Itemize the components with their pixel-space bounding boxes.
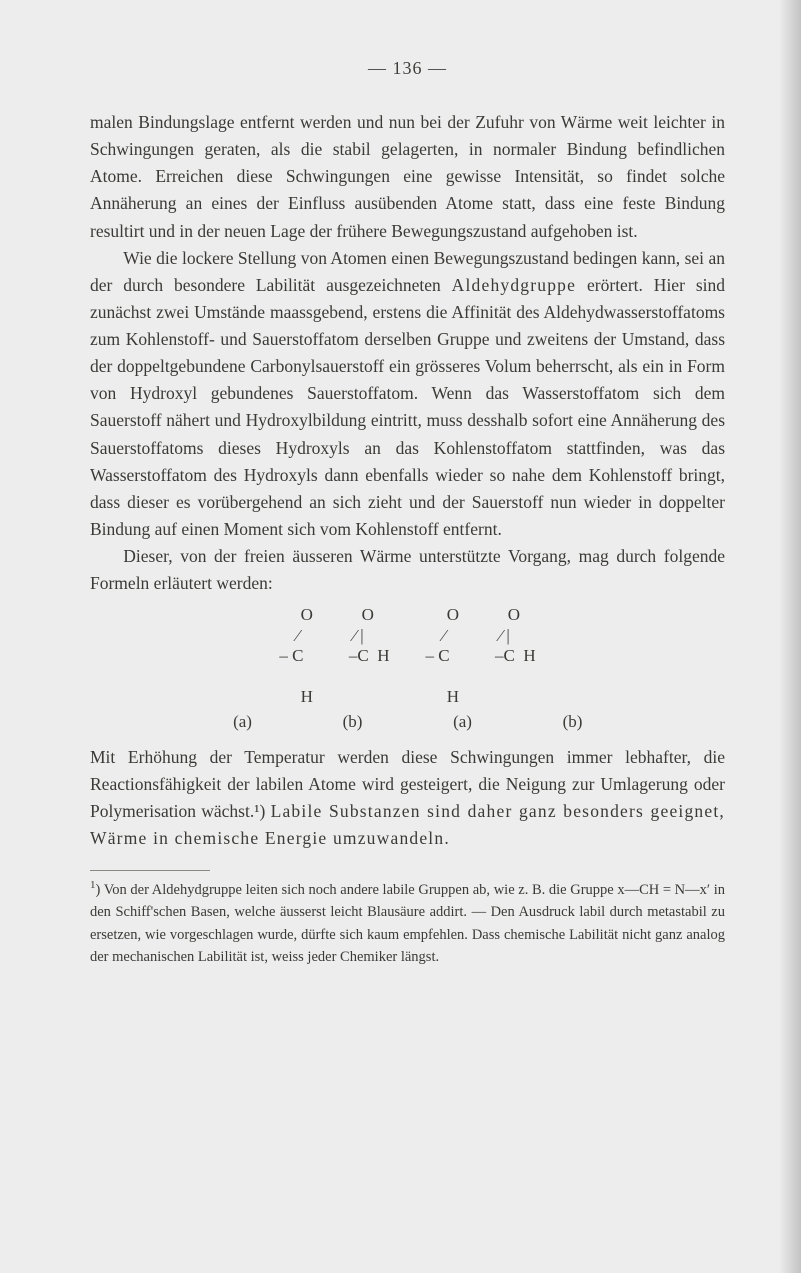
para2-spaced-term: Aldehydgruppe [452, 275, 576, 295]
paragraph-1: malen Bindungslage entfernt werden und n… [90, 109, 725, 245]
formula-label-a1: (a) [188, 709, 298, 735]
formula-label-a2: (a) [408, 709, 518, 735]
formula-label-b1: (b) [298, 709, 408, 735]
formula-col-a2: O ⁄ – C ⃥ H [408, 605, 478, 707]
body-text: malen Bindungslage entfernt werden und n… [90, 109, 725, 852]
formula-label-b2: (b) [518, 709, 628, 735]
formula-col-b2: O ⁄ | –C H [477, 605, 554, 707]
paragraph-2: Wie die lockere Stellung von Atomen eine… [90, 245, 725, 543]
footnote-text: ) Von der Aldehydgruppe leiten sich noch… [90, 882, 725, 965]
paragraph-3: Dieser, von der freien äusseren Wärme un… [90, 543, 725, 597]
page-number: — 136 — [90, 58, 725, 79]
formula-col-a1: O ⁄ – C ⃥ H [261, 605, 331, 707]
footnote: 1) Von der Aldehydgruppe leiten sich noc… [90, 877, 725, 969]
formula-block: O ⁄ – C ⃥ H O ⁄ | –C H O ⁄ – C ⃥ H O ⁄ |… [90, 605, 725, 735]
paragraph-4: Mit Erhöhung der Temperatur werden diese… [90, 744, 725, 853]
page-edge-shadow [779, 0, 801, 1273]
formula-labels: (a) (b) (a) (b) [90, 709, 725, 735]
footnote-rule [90, 870, 210, 871]
scanned-page: — 136 — malen Bindungslage entfernt werd… [0, 0, 801, 1273]
formula-row: O ⁄ – C ⃥ H O ⁄ | –C H O ⁄ – C ⃥ H O ⁄ |… [90, 605, 725, 707]
formula-col-b1: O ⁄ | –C H [331, 605, 408, 707]
para2-part-b: erörtert. Hier sind zunächst zwei Umstän… [90, 275, 725, 539]
